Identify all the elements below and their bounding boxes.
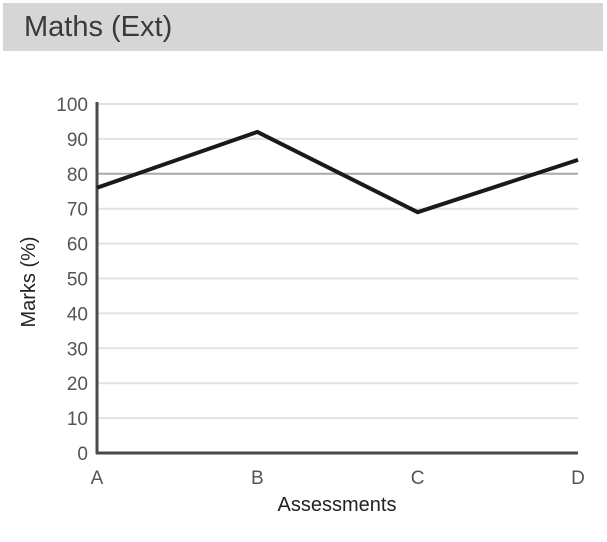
y-tick-label: 10 [67,409,88,430]
y-tick-label: 70 [67,200,88,221]
series-line-0 [96,129,579,215]
y-tick-label: 100 [56,95,88,116]
y-tick-label: 40 [67,304,88,325]
y-tick-labels: 0 10 20 30 40 50 60 70 80 90 100 [56,95,88,465]
grid-lines [97,103,578,420]
axes [95,102,578,455]
y-tick-label: 50 [67,270,88,291]
x-axis-title: Assessments [278,494,397,516]
x-tick-label: C [411,468,425,489]
y-tick-label: 90 [67,130,88,151]
chart-header: Maths (Ext) [3,3,603,51]
chart-title: Maths (Ext) [24,10,173,43]
y-tick-label: 60 [67,235,88,256]
x-tick-labels: A B C D [91,468,585,489]
series-lines [96,129,579,215]
x-tick-label: A [91,468,104,489]
y-tick-label: 80 [67,165,88,186]
y-tick-label: 20 [67,374,88,395]
y-tick-label: 0 [77,444,88,465]
y-tick-label: 30 [67,339,88,360]
y-axis-title: Marks (%) [18,236,40,327]
x-tick-label: B [251,468,264,489]
x-tick-label: D [571,468,585,489]
